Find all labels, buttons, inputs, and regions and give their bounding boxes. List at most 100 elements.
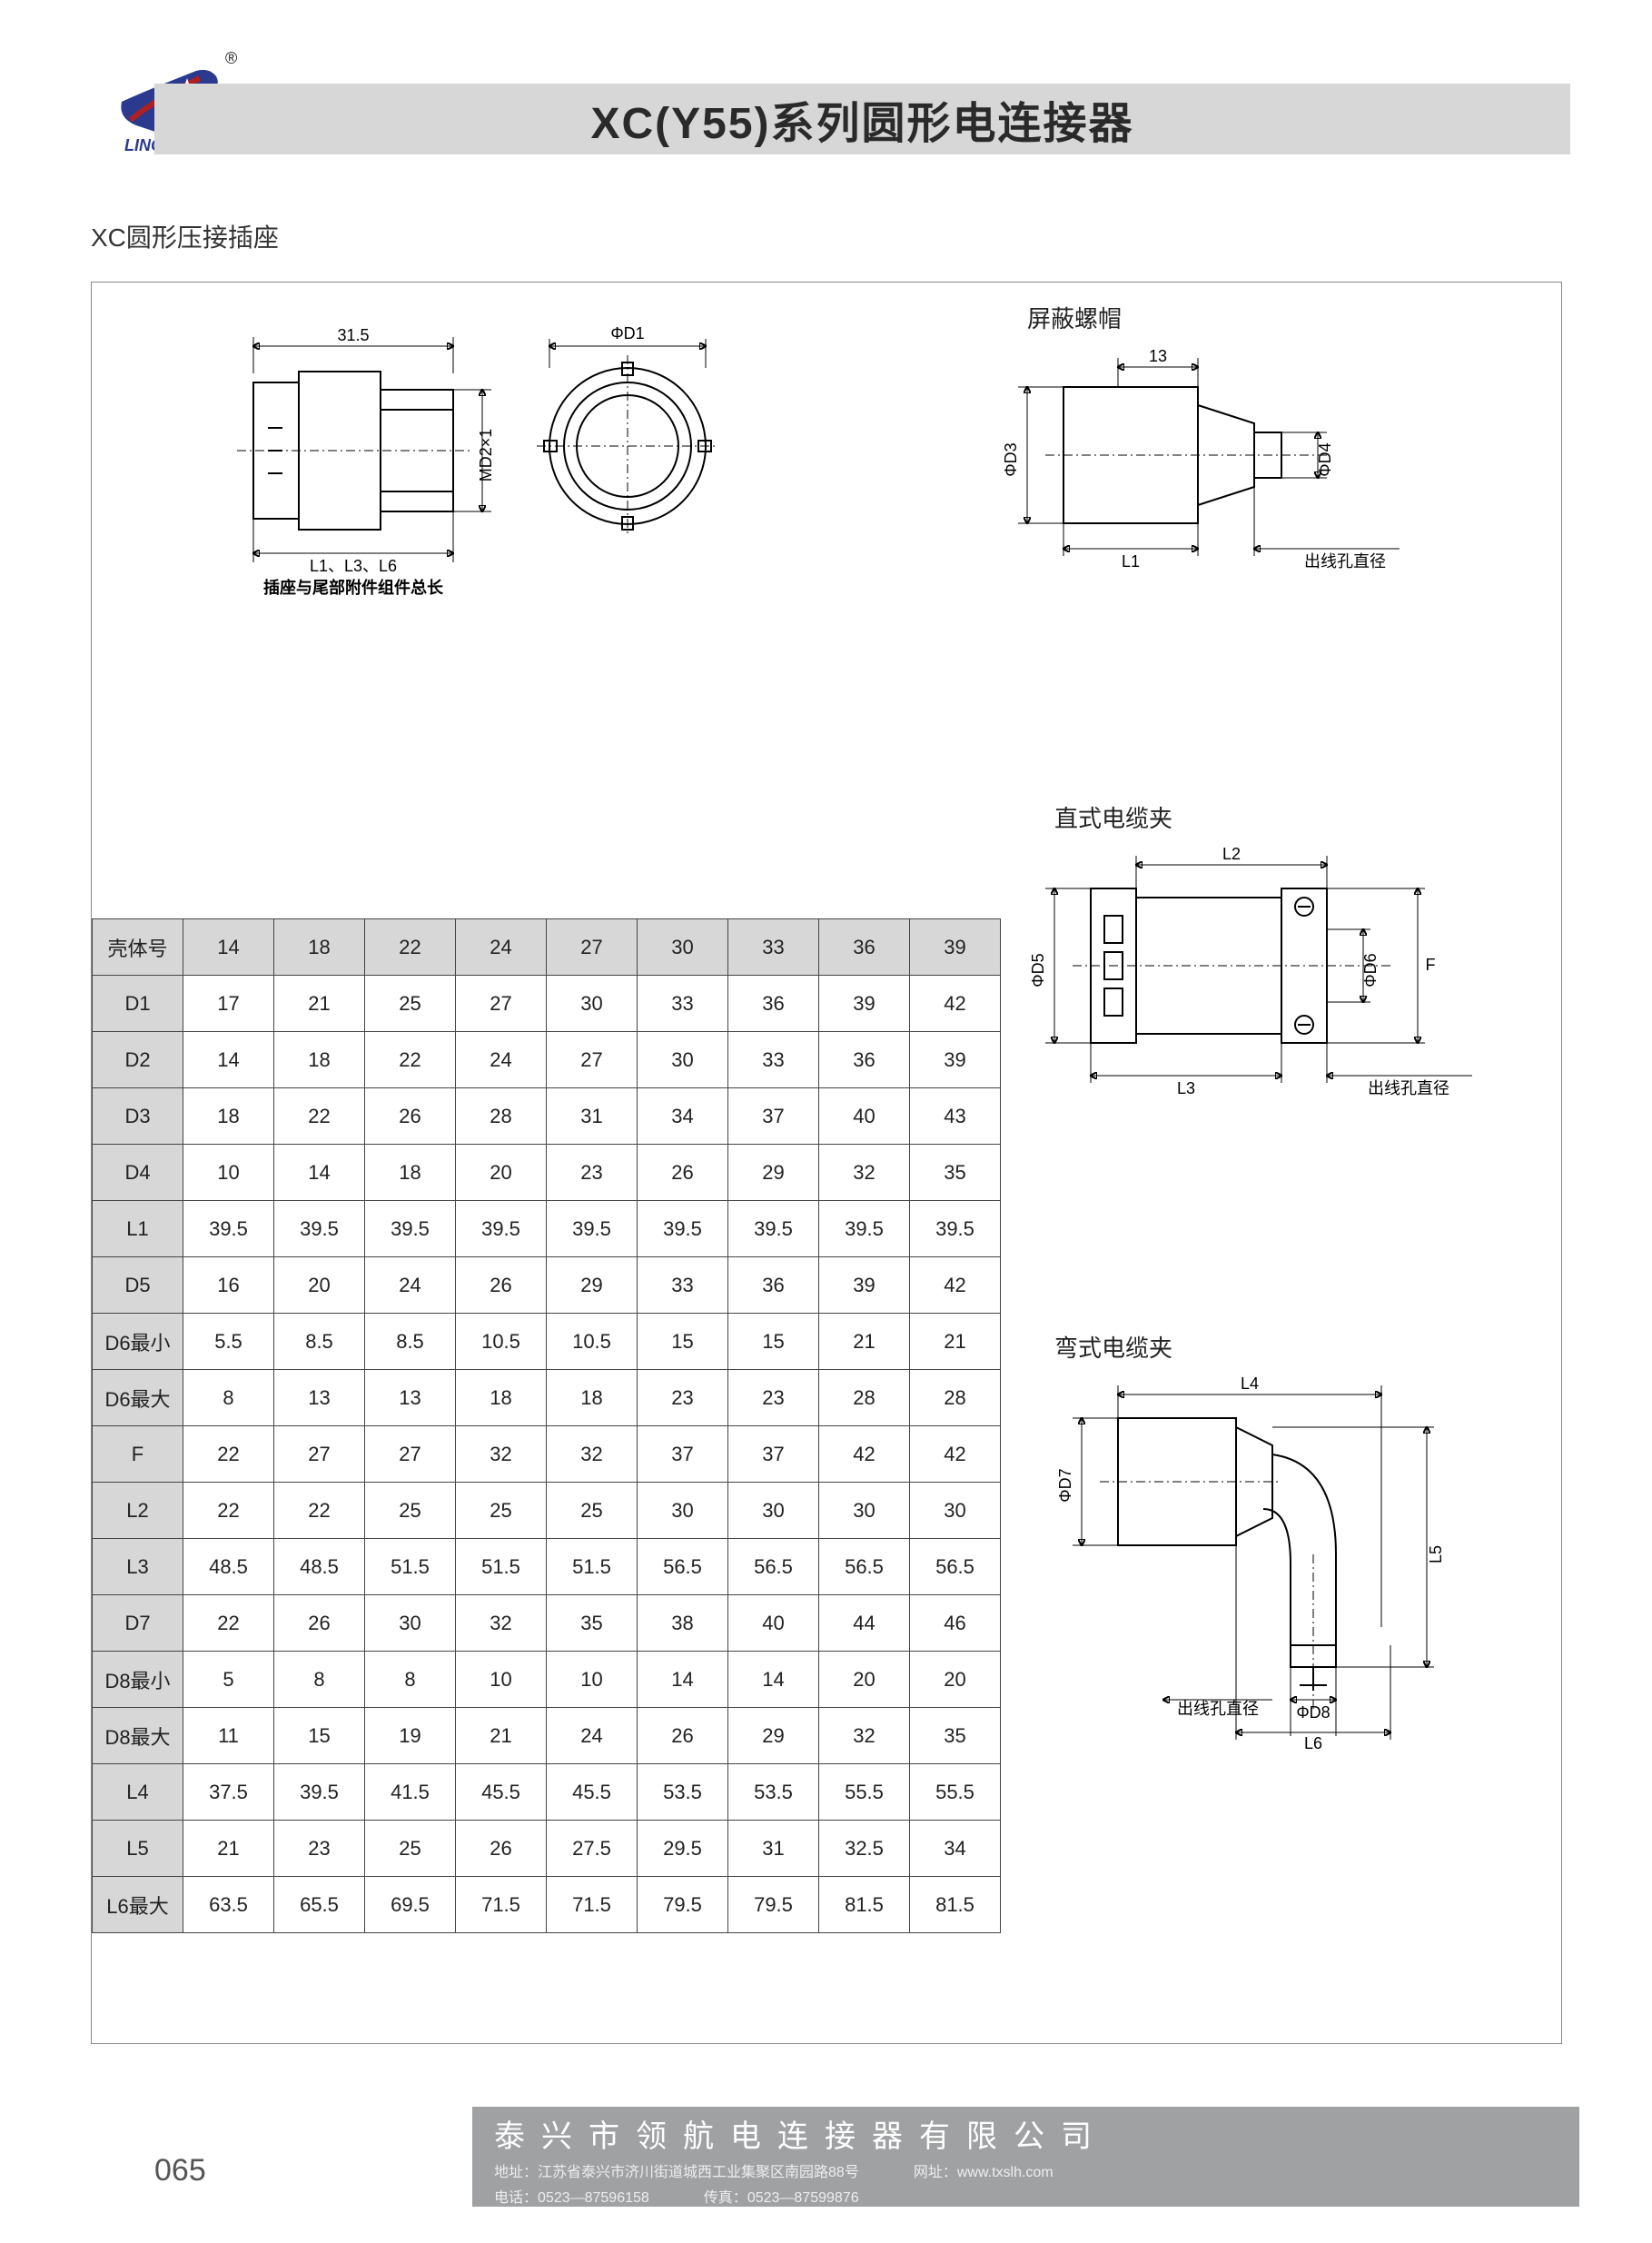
table-cell: 10: [547, 1652, 638, 1708]
table-cell: 21: [819, 1314, 910, 1370]
svg-text:出线孔直径: 出线孔直径: [1177, 1700, 1259, 1718]
table-cell: 10.5: [456, 1314, 547, 1370]
table-cell: 27: [456, 976, 547, 1032]
table-cell: 25: [365, 976, 456, 1032]
table-row-header: D2: [93, 1032, 183, 1088]
table-cell: 53.5: [728, 1764, 819, 1821]
table-cell: 26: [456, 1821, 547, 1877]
table-cell: 8: [274, 1652, 365, 1708]
svg-text:F: F: [1426, 956, 1436, 974]
table-cell: 32.5: [819, 1821, 910, 1877]
svg-text:L1: L1: [1122, 552, 1140, 571]
table-cell: 71.5: [547, 1877, 638, 1933]
table-cell: 51.5: [547, 1539, 638, 1595]
svg-text:L5: L5: [1427, 1545, 1445, 1563]
table-cell: 56.5: [638, 1539, 728, 1595]
table-cell: 30: [547, 976, 638, 1032]
table-cell: 35: [910, 1708, 1001, 1764]
table-cell: 42: [910, 976, 1001, 1032]
table-cell: 8.5: [365, 1314, 456, 1370]
table-cell: 24: [547, 1708, 638, 1764]
table-cell: 32: [547, 1426, 638, 1483]
table-cell: 42: [819, 1426, 910, 1483]
svg-text:ΦD8: ΦD8: [1296, 1703, 1330, 1722]
svg-text:13: 13: [1149, 347, 1167, 365]
table-cell: 31: [547, 1088, 638, 1145]
table-cell: 29: [728, 1708, 819, 1764]
table-cell: 46: [910, 1595, 1001, 1652]
table-cell: 26: [365, 1088, 456, 1145]
table-row-header: L3: [93, 1539, 183, 1595]
dimension-table: 壳体号141822242730333639D117212527303336394…: [92, 918, 1001, 1933]
table-cell: 39.5: [274, 1201, 365, 1257]
table-cell: 25: [456, 1483, 547, 1539]
table-cell: 10: [183, 1145, 274, 1201]
table-col-header: 33: [728, 919, 819, 976]
table-cell: 39.5: [365, 1201, 456, 1257]
table-cell: 21: [456, 1708, 547, 1764]
table-col-header: 39: [910, 919, 1001, 976]
table-cell: 26: [638, 1145, 728, 1201]
table-cell: 39: [819, 1257, 910, 1314]
table-cell: 39.5: [456, 1201, 547, 1257]
table-cell: 15: [274, 1708, 365, 1764]
table-cell: 35: [547, 1595, 638, 1652]
table-cell: 39.5: [274, 1764, 365, 1821]
table-cell: 36: [728, 976, 819, 1032]
table-cell: 19: [365, 1708, 456, 1764]
table-cell: 27: [365, 1426, 456, 1483]
table-cell: 10: [456, 1652, 547, 1708]
table-cell: 55.5: [910, 1764, 1001, 1821]
table-cell: 34: [910, 1821, 1001, 1877]
table-cell: 30: [638, 1483, 728, 1539]
table-cell: 26: [638, 1708, 728, 1764]
dim-d1: ΦD1: [610, 324, 644, 342]
table-cell: 8: [365, 1652, 456, 1708]
table-cell: 22: [183, 1595, 274, 1652]
table-cell: 27: [274, 1426, 365, 1483]
table-cell: 45.5: [456, 1764, 547, 1821]
table-cell: 69.5: [365, 1877, 456, 1933]
table-cell: 36: [728, 1257, 819, 1314]
table-row-header: D7: [93, 1595, 183, 1652]
table-cell: 22: [183, 1483, 274, 1539]
table-cell: 32: [456, 1595, 547, 1652]
table-row-header: D4: [93, 1145, 183, 1201]
svg-text:L6: L6: [1304, 1734, 1322, 1752]
table-row-header: D5: [93, 1257, 183, 1314]
table-corner: 壳体号: [93, 919, 183, 976]
table-cell: 42: [910, 1257, 1001, 1314]
page-title: XC(Y55)系列圆形电连接器: [590, 87, 1133, 151]
table-cell: 40: [819, 1088, 910, 1145]
table-cell: 56.5: [728, 1539, 819, 1595]
table-cell: 39: [910, 1032, 1001, 1088]
table-cell: 21: [274, 976, 365, 1032]
table-row-header: D6最大: [93, 1370, 183, 1426]
table-cell: 11: [183, 1708, 274, 1764]
table-cell: 36: [819, 1032, 910, 1088]
table-cell: 30: [365, 1595, 456, 1652]
table-cell: 26: [456, 1257, 547, 1314]
table-cell: 48.5: [183, 1539, 274, 1595]
table-cell: 13: [365, 1370, 456, 1426]
table-cell: 39.5: [547, 1201, 638, 1257]
table-cell: 15: [638, 1314, 728, 1370]
table-cell: 28: [910, 1370, 1001, 1426]
table-cell: 22: [274, 1088, 365, 1145]
svg-text:出线孔直径: 出线孔直径: [1304, 552, 1386, 571]
table-cell: 14: [183, 1032, 274, 1088]
table-cell: 79.5: [728, 1877, 819, 1933]
table-cell: 25: [365, 1821, 456, 1877]
table-cell: 43: [910, 1088, 1001, 1145]
footer-company: 泰兴市领航电连接器有限公司: [494, 2111, 1558, 2156]
table-row-header: L5: [93, 1821, 183, 1877]
table-col-header: 36: [819, 919, 910, 976]
page-number: 065: [154, 2153, 206, 2188]
table-cell: 24: [365, 1257, 456, 1314]
table-cell: 14: [274, 1145, 365, 1201]
table-cell: 18: [365, 1145, 456, 1201]
svg-text:ΦD3: ΦD3: [1002, 442, 1020, 476]
table-cell: 18: [456, 1370, 547, 1426]
table-col-header: 18: [274, 919, 365, 976]
table-cell: 51.5: [456, 1539, 547, 1595]
